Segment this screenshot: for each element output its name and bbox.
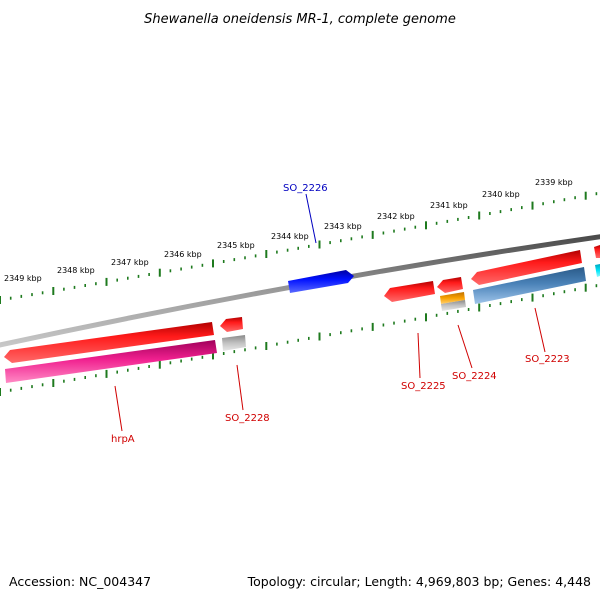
scale-label: 2343 kbp [324, 222, 362, 231]
label-leaders [114, 193, 546, 432]
leader-so2228 [236, 364, 244, 411]
scale-label: 2349 kbp [4, 274, 42, 283]
accession-text: Accession: NC_004347 [9, 574, 151, 589]
gene-label-hrpa[interactable]: hrpA [111, 434, 135, 445]
cds-feature-so2228[interactable] [222, 335, 246, 351]
cds-feature-so2224-orange[interactable] [440, 292, 465, 304]
genome-summary-text: Topology: circular; Length: 4,969,803 bp… [247, 574, 591, 589]
cds-feature-so2224-grey[interactable] [441, 300, 466, 311]
map-title: Shewanella oneidensis MR-1, complete gen… [144, 12, 456, 27]
gene-label-so2224[interactable]: SO_2224 [452, 371, 497, 382]
scale-label: 2340 kbp [482, 190, 520, 199]
scale-label: 2342 kbp [377, 212, 415, 221]
leader-so2226 [305, 193, 317, 244]
gene-feature-hrpa[interactable] [4, 322, 214, 363]
leader-so2224 [457, 324, 473, 369]
scale-label: 2345 kbp [217, 241, 255, 250]
outer-scale-ticks [0, 191, 598, 304]
scale-label: 2341 kbp [430, 201, 468, 210]
gene-feature-so2224[interactable] [437, 277, 463, 293]
cds-feature-so2223[interactable] [473, 267, 586, 304]
gene-label-so2225[interactable]: SO_2225 [401, 381, 446, 392]
scale-labels: 2349 kbp 2348 kbp 2347 kbp 2346 kbp 2345… [4, 178, 573, 283]
inner-scale-ticks [0, 283, 598, 396]
cds-feature-hrpa[interactable] [5, 340, 217, 383]
gene-feature-so2223[interactable] [471, 250, 582, 285]
gene-labels: SO_2226 SO_2225 SO_2224 SO_2223 SO_2228 … [111, 183, 570, 445]
forward-strand-features [288, 245, 600, 293]
scale-label: 2347 kbp [111, 258, 149, 267]
gene-label-so2228[interactable]: SO_2228 [225, 413, 270, 424]
gene-feature-right-edge[interactable] [594, 245, 600, 258]
scale-label: 2346 kbp [164, 250, 202, 259]
leader-so2225 [417, 332, 421, 379]
gene-label-so2223[interactable]: SO_2223 [525, 354, 570, 365]
scale-label: 2348 kbp [57, 266, 95, 275]
gene-feature-so2226[interactable] [288, 270, 354, 293]
scale-label: 2339 kbp [535, 178, 573, 187]
leader-so2223 [534, 307, 546, 353]
gene-feature-so2228[interactable] [220, 317, 243, 332]
scale-label: 2344 kbp [271, 232, 309, 241]
reverse-strand-features [4, 250, 600, 383]
gene-feature-so2225[interactable] [384, 281, 435, 302]
cds-feature-right-edge[interactable] [595, 264, 600, 277]
leader-hrpa [114, 385, 123, 432]
gene-label-so2226[interactable]: SO_2226 [283, 183, 328, 194]
